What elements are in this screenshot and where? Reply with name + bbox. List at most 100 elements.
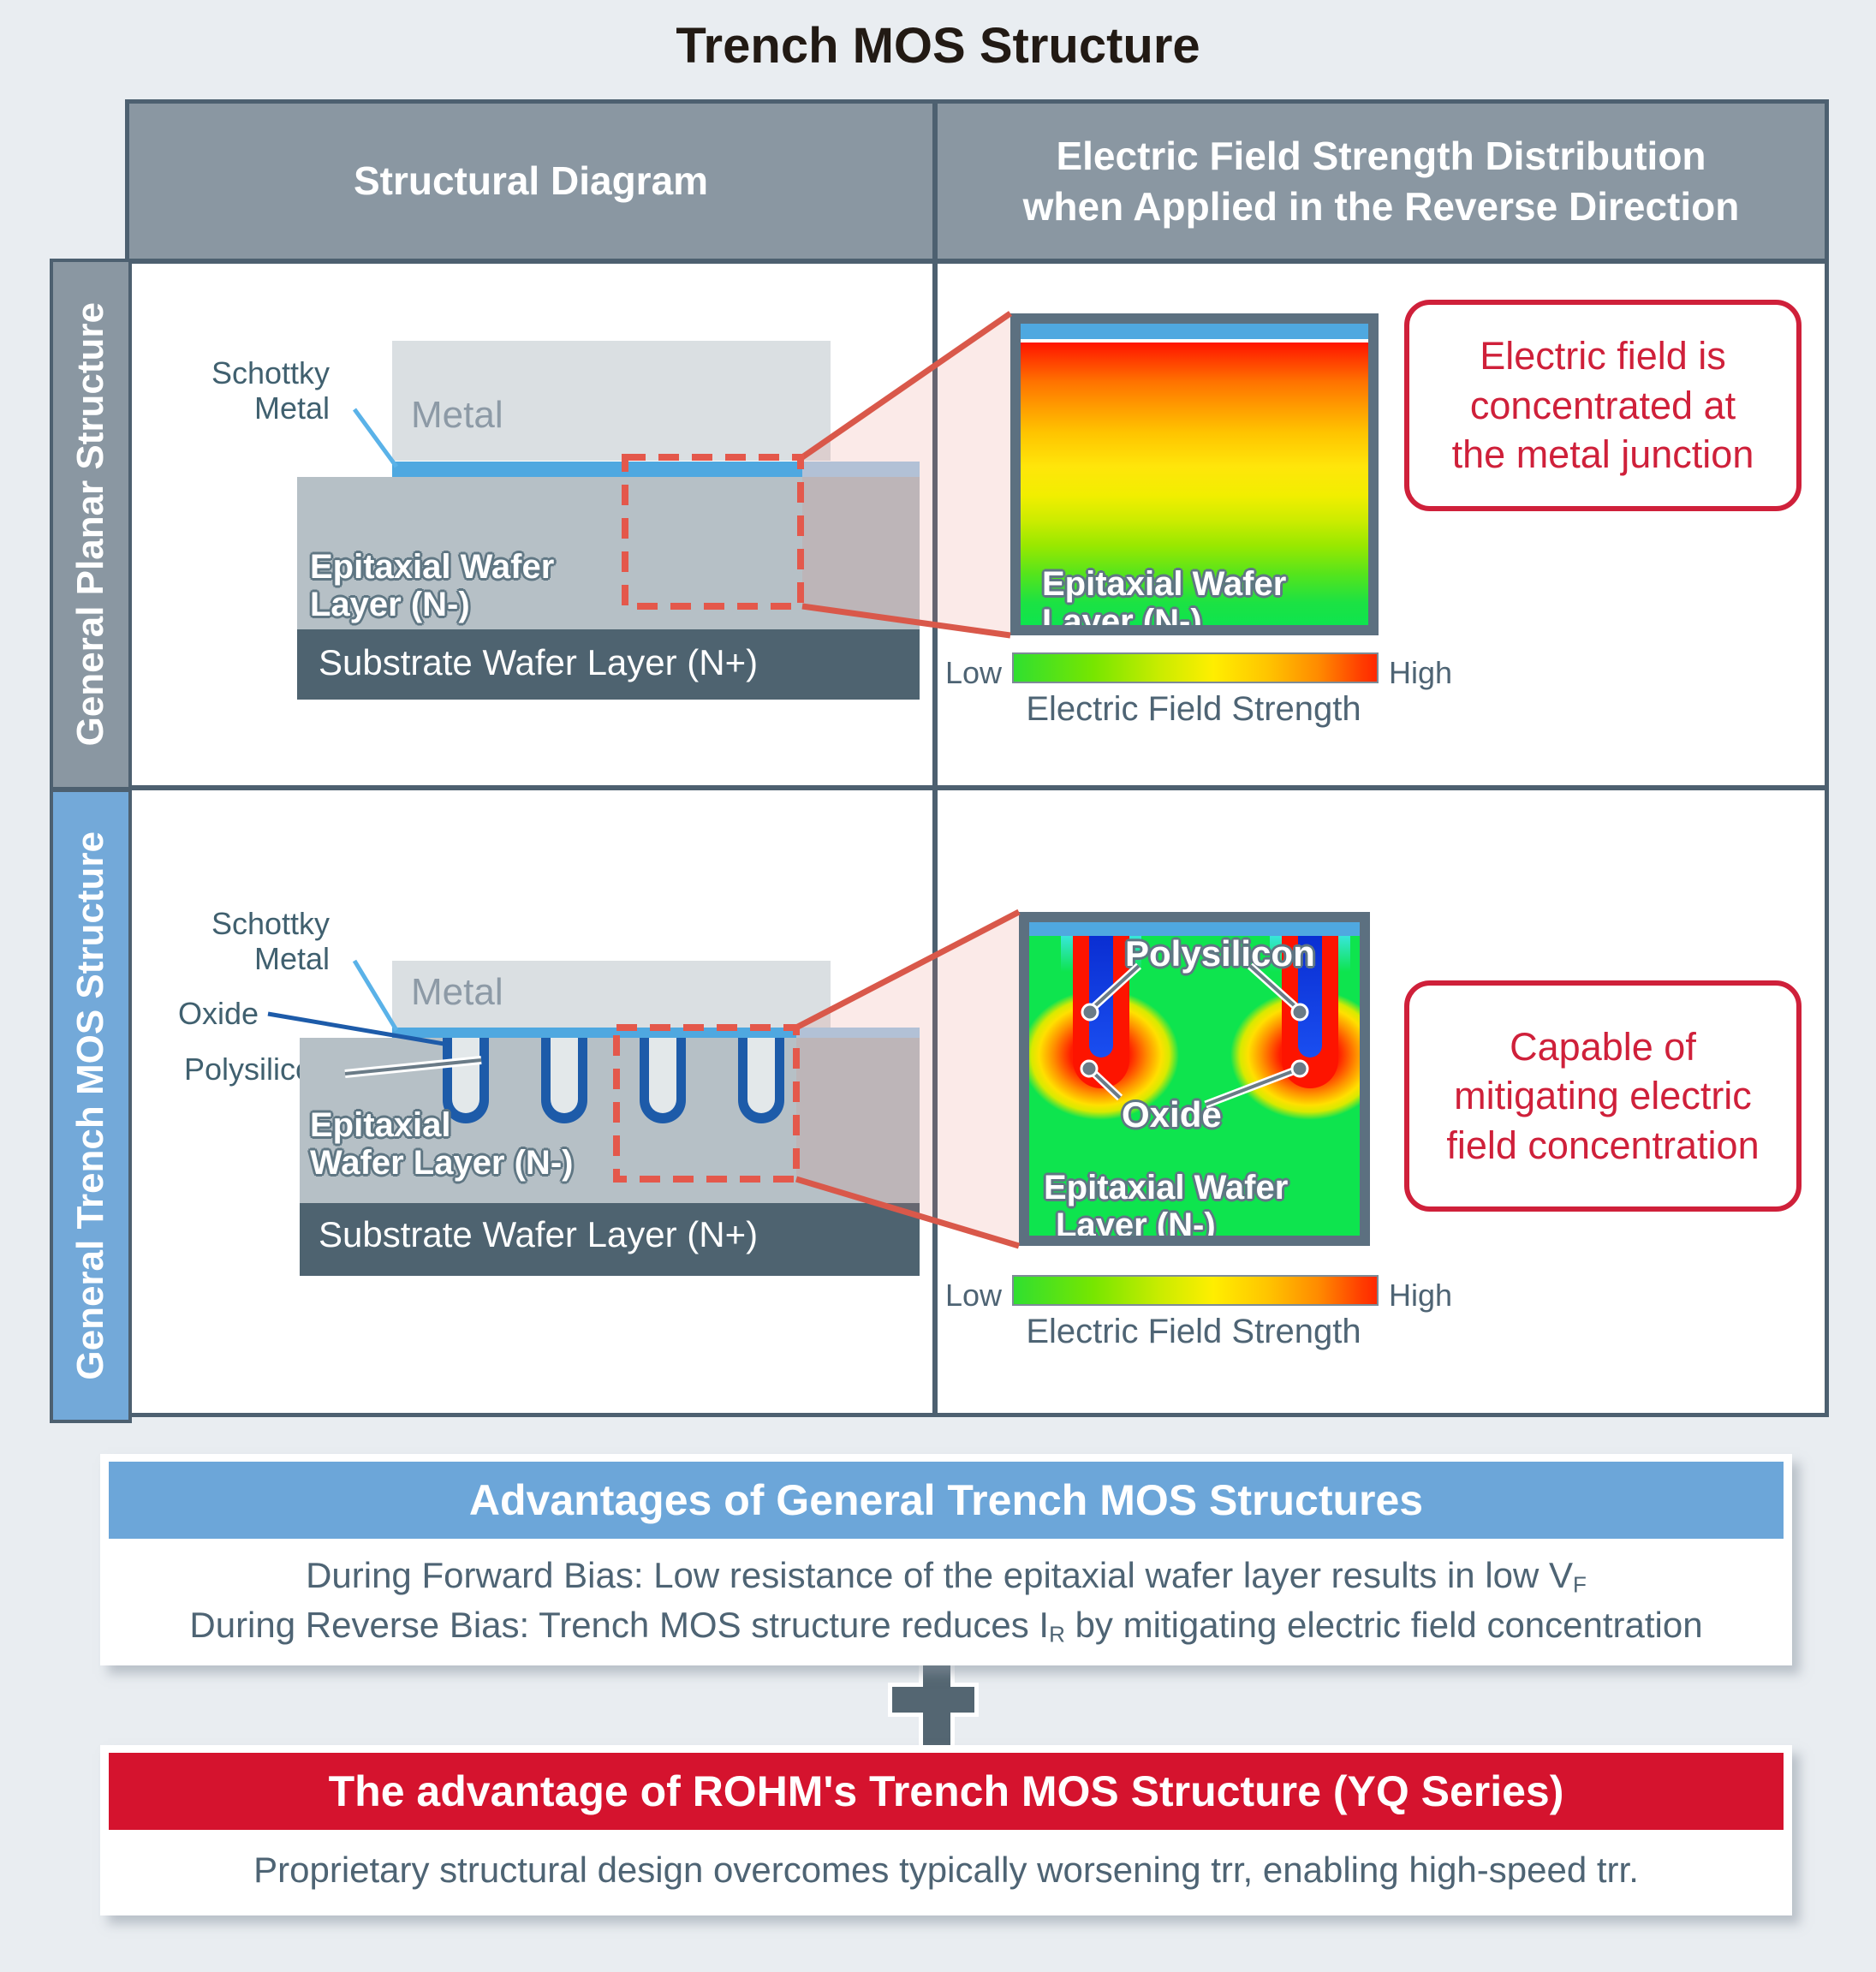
column-header-text: Structural Diagram	[353, 158, 709, 204]
callout-trench-line1: Capable of	[1510, 1024, 1696, 1069]
heatmap-epitaxial-line1: Epitaxial Wafer	[1042, 565, 1287, 603]
epitaxial-layer-box	[297, 477, 920, 629]
rohm-advantage-body: Proprietary structural design overcomes …	[253, 1850, 1639, 1890]
column-header-line1: Electric Field Strength Distribution	[1056, 133, 1706, 178]
legend-low-label-trench: Low	[944, 1278, 1002, 1313]
zoom-region-box-trench	[613, 1024, 800, 1183]
epitaxial-trench-line2: Wafer Layer (N-)	[310, 1144, 574, 1182]
advantages-line1-subscript: F	[1573, 1571, 1587, 1598]
zoom-line-planar-top	[801, 311, 1012, 460]
heatmap-schottky-bar	[1021, 324, 1368, 339]
column-header-structural-diagram: Structural Diagram	[129, 104, 932, 259]
legend-title: Electric Field Strength	[1026, 690, 1361, 728]
field-cyan-right-1	[1129, 936, 1141, 972]
field-strength-colorbar	[1012, 652, 1379, 683]
column-header-field-distribution: Electric Field Strength Distribution whe…	[938, 104, 1825, 259]
schottky-leader-line-trench	[352, 959, 399, 1032]
field-strength-colorbar-trench	[1012, 1275, 1379, 1306]
advantages-line1: During Forward Bias: Low resistance of t…	[100, 1555, 1792, 1599]
schottky-leader-line-planar	[352, 408, 399, 468]
zoom-wedge-planar	[802, 313, 1010, 635]
row-label-general-planar: General Planar Structure	[50, 259, 132, 790]
epitaxial-layer-label-trench: Epitaxial Wafer Layer (N-)	[310, 1106, 573, 1182]
heatmap-epitaxial-trench-line2: Layer (N-)	[1056, 1206, 1216, 1244]
substrate-layer-label: Substrate Wafer Layer (N+)	[319, 642, 759, 682]
trench-polysilicon-4	[747, 1038, 775, 1113]
legend-title-trench: Electric Field Strength	[1026, 1313, 1361, 1350]
legend-high-label-trench: High	[1389, 1278, 1453, 1313]
zoom-line-trench-top	[795, 909, 1021, 1031]
metal-label: Metal	[411, 394, 503, 436]
advantages-header: Advantages of General Trench MOS Structu…	[109, 1462, 1784, 1539]
zoom-line-planar-bottom	[801, 603, 1011, 639]
advantages-line2: During Reverse Bias: Trench MOS structur…	[100, 1605, 1792, 1648]
schottky-metal-label: Schottky Metal	[211, 355, 330, 426]
oxide-label: Oxide	[178, 996, 259, 1031]
heatmap-epitaxial-line2: Layer (N-)	[1042, 603, 1202, 635]
epitaxial-label-line2: Layer (N-)	[310, 586, 470, 623]
hm-poly-dot-right	[1290, 1003, 1309, 1022]
schottky-metal-bar-faded-trench	[796, 1028, 920, 1038]
planar-field-heatmap: Epitaxial Wafer Layer (N-)	[1010, 313, 1379, 635]
zoom-region-box-planar	[622, 454, 804, 610]
field-cyan-left-2	[1270, 936, 1282, 972]
heatmap-epitaxial-label: Epitaxial Wafer Layer (N-)	[1042, 565, 1287, 635]
epitaxial-trench-line1: Epitaxial	[310, 1106, 451, 1144]
callout-line1: Electric field is	[1480, 334, 1726, 378]
trench-callout: Capable of mitigating electric field con…	[1404, 980, 1802, 1212]
oxide-leader-line	[267, 1011, 450, 1047]
zoom-wedge-trench	[796, 912, 1019, 1246]
field-cyan-right-2	[1338, 936, 1350, 972]
hm-poly-dot-left	[1081, 1003, 1099, 1022]
schottky-metal-label-trench: Schottky Metal	[211, 906, 330, 977]
hm-poly-leader-left	[1088, 964, 1140, 1012]
polysilicon-leader-line	[344, 1058, 482, 1075]
plus-icon	[888, 1655, 979, 1749]
heatmap-junction-line	[1021, 339, 1368, 343]
hm-oxide-dot-left	[1080, 1059, 1099, 1078]
advantages-line2-text-post: by mitigating electric field concentrati…	[1064, 1605, 1703, 1645]
hm-oxide-dot-right	[1290, 1059, 1309, 1078]
planar-callout: Electric field is concentrated at the me…	[1404, 300, 1802, 511]
trench-polysilicon-1	[452, 1038, 479, 1113]
rohm-advantage-header: The advantage of ROHM's Trench MOS Struc…	[109, 1753, 1784, 1830]
trench-polysilicon-3	[649, 1038, 676, 1113]
rohm-advantage-card: The advantage of ROHM's Trench MOS Struc…	[100, 1745, 1792, 1915]
epitaxial-layer-label: Epitaxial Wafer Layer (N-)	[310, 548, 554, 623]
hm-oxide-leader-right	[1205, 1067, 1301, 1106]
heatmap-epitaxial-trench-line1: Epitaxial Wafer	[1044, 1169, 1289, 1206]
schottky-metal-bar-faded	[802, 462, 920, 477]
substrate-layer-box	[297, 629, 920, 700]
advantages-card: Advantages of General Trench MOS Structu…	[100, 1454, 1792, 1665]
field-polysilicon-blue-2	[1298, 936, 1322, 1057]
callout-trench-line2: mitigating electric	[1454, 1074, 1752, 1118]
page-title: Trench MOS Structure	[676, 18, 1200, 74]
legend-low-label: Low	[944, 655, 1002, 690]
advantages-line2-text: During Reverse Bias: Trench MOS structur…	[189, 1605, 1050, 1645]
substrate-layer-box-trench	[300, 1203, 920, 1276]
metal-layer-box-trench	[392, 961, 831, 1028]
column-header-line2: when Applied in the Reverse Direction	[1022, 183, 1740, 229]
advantages-line2-subscript: R	[1049, 1621, 1065, 1647]
trench-polysilicon-2	[551, 1038, 578, 1113]
epitaxial-label-line1: Epitaxial Wafer	[310, 548, 555, 586]
callout-trench-line3: field concentration	[1446, 1123, 1760, 1167]
advantages-line1-text: During Forward Bias: Low resistance of t…	[306, 1555, 1574, 1595]
field-cyan-left-1	[1061, 936, 1073, 972]
heatmap-epitaxial-label-trench: Epitaxial Wafer Layer (N-)	[1044, 1169, 1289, 1244]
heatmap-schottky-bar-trench	[1029, 922, 1360, 936]
row-label-general-trench-mos: General Trench MOS Structure	[50, 789, 132, 1423]
schottky-metal-bar	[392, 462, 802, 477]
metal-label-trench: Metal	[411, 971, 503, 1013]
hm-poly-leader-right	[1248, 964, 1301, 1012]
callout-line2: concentrated at	[1469, 383, 1736, 427]
callout-line3: the metal junction	[1451, 432, 1754, 477]
heatmap-polysilicon-label: Polysilicon	[1125, 933, 1315, 974]
legend-high-label: High	[1389, 655, 1453, 690]
trench-field-heatmap: Polysilicon Oxide Epitaxial Wafer Layer …	[1019, 912, 1370, 1246]
metal-layer-box	[392, 341, 831, 461]
substrate-layer-label-trench: Substrate Wafer Layer (N+)	[319, 1214, 759, 1254]
zoom-line-trench-bottom	[795, 1176, 1021, 1249]
